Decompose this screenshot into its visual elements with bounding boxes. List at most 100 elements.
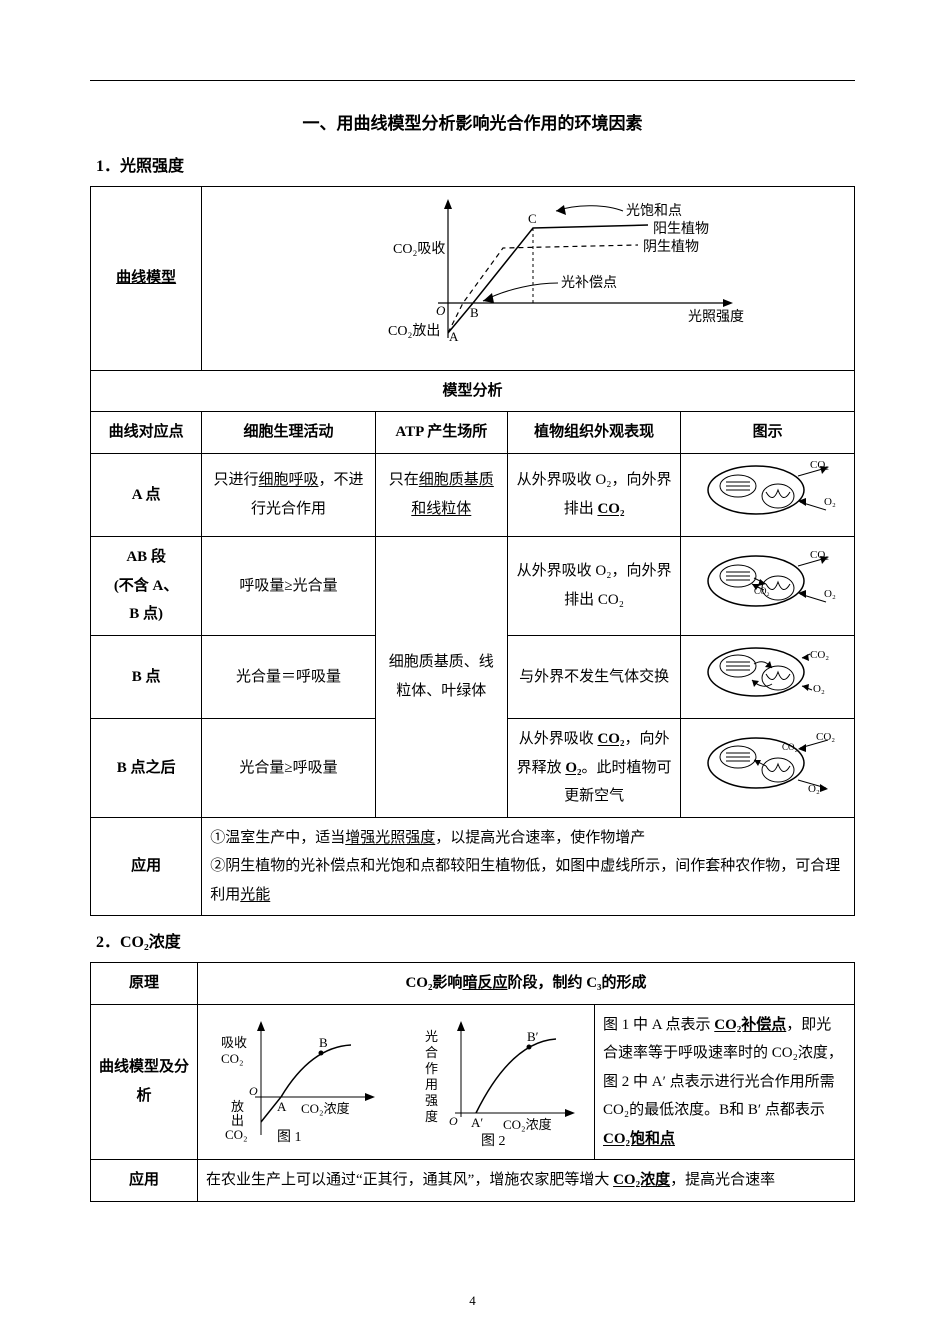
- A-act-pre: 只进行: [213, 472, 258, 488]
- row-principle: 原理 CO₂影响暗反应阶段，制约 C₃的形成: [91, 963, 855, 1005]
- AB-activity: 呼吸量≥光合量: [202, 537, 376, 636]
- an-pre: 图 1 中 A 点表示: [603, 1017, 714, 1033]
- A-appear: 从外界吸收 O₂，向外界排出 CO₂: [507, 453, 681, 537]
- AB-label: AB 段 (不含 A、 B 点): [91, 537, 202, 636]
- Ba-pre: 从外界吸收: [519, 731, 598, 747]
- row-app2: 应用 在农业生产上可以通过“正其行，通其风”，增施农家肥等增大 CO₂浓度，提高…: [91, 1160, 855, 1202]
- row-model-analysis: 模型分析: [91, 370, 855, 412]
- svg-text:光: 光: [425, 1029, 438, 1044]
- svg-text:CO₂: CO₂: [782, 742, 798, 752]
- an-u2: CO₂饱和点: [603, 1131, 675, 1147]
- A-activity: 只进行细胞呼吸，不进行光合作用: [202, 453, 376, 537]
- svg-text:图 2: 图 2: [481, 1134, 506, 1147]
- B-appear: 与外界不发生气体交换: [507, 635, 681, 719]
- svg-text:CO₂浓度: CO₂浓度: [301, 1101, 350, 1116]
- svg-text:CO₂: CO₂: [810, 550, 829, 561]
- lbl-y-down: CO₂放出: [388, 323, 440, 339]
- cell-diagram-B: CO₂ O₂: [698, 642, 838, 702]
- page: 一、用曲线模型分析影响光合作用的环境因素 1．光照强度 曲线模型: [0, 0, 945, 1337]
- app-l2-pre: ②阴生植物的光补偿点和光饱和点都较阳生植物低，如图中虚线所示，间作套种农作物，可…: [210, 858, 840, 903]
- A-app-pre: 从外界吸收 O₂，向外界排出: [517, 472, 672, 517]
- lbl-B: B: [470, 305, 479, 320]
- A-act-u: 细胞呼吸: [259, 472, 319, 488]
- svg-text:强: 强: [425, 1093, 438, 1108]
- svg-text:O₂: O₂: [824, 588, 836, 600]
- AB-diagram: CO₂ CO₂ O₂: [681, 537, 855, 636]
- app2-label: 应用: [91, 1160, 198, 1202]
- svg-text:O₂: O₂: [813, 683, 825, 695]
- svg-text:CO₂浓度: CO₂浓度: [503, 1117, 552, 1132]
- model2-analysis: 图 1 中 A 点表示 CO₂补偿点，即光合速率等于呼吸速率时的 CO₂浓度，图…: [595, 1004, 855, 1160]
- svg-text:放: 放: [231, 1099, 244, 1114]
- svg-text:B: B: [319, 1035, 328, 1050]
- row-A: A 点 只进行细胞呼吸，不进行光合作用 只在细胞质基质和线粒体 从外界吸收 O₂…: [91, 453, 855, 537]
- hdr-c4: 植物组织外观表现: [507, 412, 681, 454]
- model2-label: 曲线模型及分析: [91, 1004, 198, 1160]
- Bafter-label: B 点之后: [91, 719, 202, 818]
- row-app: 应用 ①温室生产中，适当增强光照强度，以提高光合速率，使作物增产 ②阴生植物的光…: [91, 817, 855, 916]
- top-rule: [90, 80, 855, 81]
- A-atp: 只在细胞质基质和线粒体: [375, 453, 507, 537]
- lbl-comp: 光补偿点: [561, 275, 617, 291]
- principle-label: 原理: [91, 963, 198, 1005]
- svg-text:O₂: O₂: [824, 496, 836, 508]
- section2-table: 原理 CO₂影响暗反应阶段，制约 C₃的形成 曲线模型及分析 吸收 CO₂: [90, 962, 855, 1202]
- app-text: ①温室生产中，适当增强光照强度，以提高光合速率，使作物增产 ②阴生植物的光补偿点…: [202, 817, 855, 916]
- AB-l1: AB 段: [126, 549, 166, 565]
- hdr-c1: 曲线对应点: [91, 412, 202, 454]
- svg-text:合: 合: [425, 1045, 438, 1060]
- lbl-sat: 光饱和点: [626, 203, 682, 219]
- app-l1-u: 增强光照强度: [345, 830, 435, 846]
- co2-chart-2: 光 合 作 用 强 度 O A′ B′ CO₂浓度 图 2: [411, 1017, 581, 1147]
- lbl-sun: 阳生植物: [653, 221, 709, 237]
- lbl-y-up: CO₂吸收: [393, 241, 445, 257]
- lbl-A: A: [449, 329, 459, 344]
- svg-text:用: 用: [425, 1077, 438, 1092]
- Bafter-diagram: CO₂ CO₂ O₂: [681, 719, 855, 818]
- app-label: 应用: [91, 817, 202, 916]
- svg-text:出: 出: [231, 1113, 244, 1128]
- hdr-c2: 细胞生理活动: [202, 412, 376, 454]
- lbl-O: O: [436, 303, 446, 318]
- atp-merged: 细胞质基质、线粒体、叶绿体: [375, 537, 507, 818]
- row-headers: 曲线对应点 细胞生理活动 ATP 产生场所 植物组织外观表现 图示: [91, 412, 855, 454]
- svg-text:CO₂: CO₂: [816, 732, 835, 743]
- light-intensity-chart: CO₂吸收 CO₂放出 光照强度 O A B C 光饱和点 阳生植物 阴生植物: [308, 193, 748, 353]
- principle-text: CO₂影响暗反应阶段，制约 C₃的形成: [198, 963, 855, 1005]
- cell-diagram-A: CO₂ O₂: [698, 460, 838, 520]
- app-l1-post: ，以提高光合速率，使作物增产: [435, 830, 645, 846]
- app-l2-u: 光能: [240, 887, 270, 903]
- an-u1: CO₂补偿点: [714, 1017, 786, 1033]
- svg-text:图 1: 图 1: [277, 1130, 302, 1145]
- main-title: 一、用曲线模型分析影响光合作用的环境因素: [90, 109, 855, 134]
- lbl-x: 光照强度: [688, 309, 744, 325]
- page-number: 4: [0, 1293, 945, 1309]
- lbl-shade: 阴生植物: [643, 239, 699, 255]
- B-diagram: CO₂ O₂: [681, 635, 855, 719]
- pr-u: 暗反应: [462, 975, 507, 991]
- AB-l2: (不含 A、: [114, 578, 179, 594]
- row-model2: 曲线模型及分析 吸收 CO₂ O 放 出 CO₂ A: [91, 1004, 855, 1160]
- section1-table: 曲线模型 CO₂吸收 CO₂放出: [90, 186, 855, 916]
- hdr-c5: 图示: [681, 412, 855, 454]
- Ba-u1: CO₂: [597, 731, 624, 747]
- cell-diagram-Bafter: CO₂ CO₂ O₂: [698, 732, 838, 794]
- A-atp-u: 细胞质基质和线粒体: [411, 472, 494, 517]
- model2-charts: 吸收 CO₂ O 放 出 CO₂ A B CO₂浓度 图 1: [198, 1004, 595, 1160]
- hdr-c3: ATP 产生场所: [375, 412, 507, 454]
- app2-pre: 在农业生产上可以通过“正其行，通其风”，增施农家肥等增大: [206, 1172, 613, 1188]
- B-label: B 点: [91, 635, 202, 719]
- app2-post: ，提高光合速率: [670, 1172, 775, 1188]
- pr-pre: CO₂影响: [405, 975, 462, 991]
- Bafter-appear: 从外界吸收 CO₂，向外界释放 O₂。此时植物可更新空气: [507, 719, 681, 818]
- svg-text:B′: B′: [527, 1029, 539, 1044]
- co2-chart-1: 吸收 CO₂ O 放 出 CO₂ A B CO₂浓度 图 1: [211, 1017, 381, 1147]
- svg-text:吸收: 吸收: [221, 1035, 247, 1050]
- A-label: A 点: [91, 453, 202, 537]
- svg-text:度: 度: [425, 1109, 438, 1124]
- svg-text:O: O: [249, 1084, 258, 1098]
- svg-text:CO₂: CO₂: [225, 1127, 248, 1142]
- app2-text: 在农业生产上可以通过“正其行，通其风”，增施农家肥等增大 CO₂浓度，提高光合速…: [198, 1160, 855, 1202]
- svg-text:A: A: [277, 1099, 287, 1114]
- lbl-C: C: [528, 211, 537, 226]
